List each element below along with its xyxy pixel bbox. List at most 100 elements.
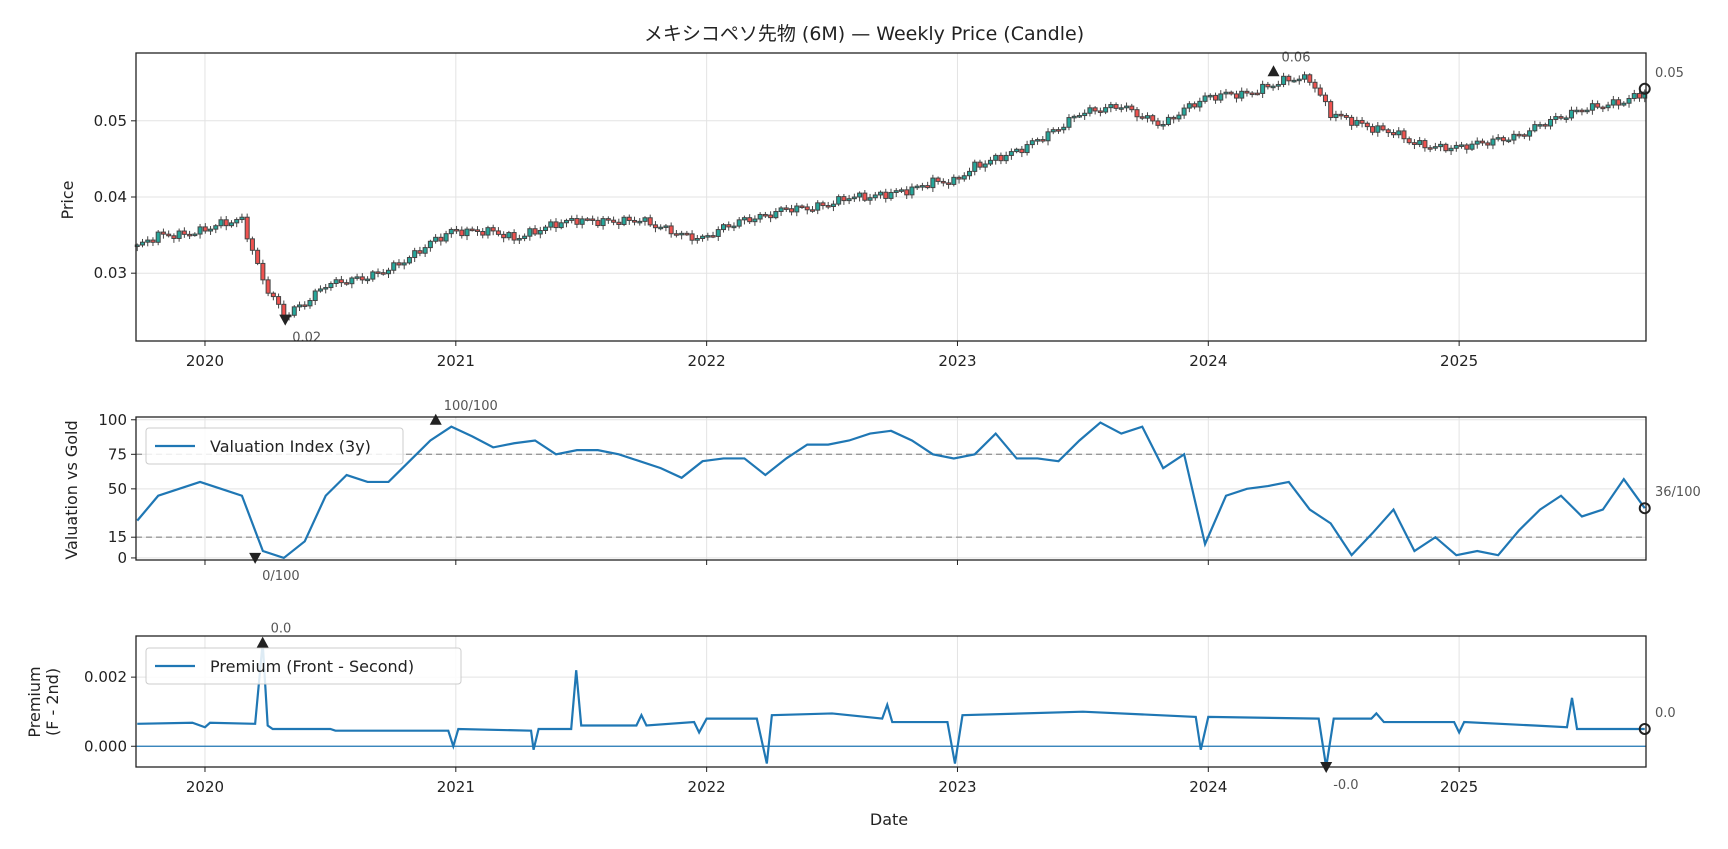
candle-body xyxy=(1076,115,1082,118)
candle-body xyxy=(323,287,329,290)
candle-body xyxy=(270,292,276,298)
x-tick-label: 2023 xyxy=(938,352,976,370)
candle-body xyxy=(1228,91,1234,95)
candle-body xyxy=(548,221,554,228)
candle-body xyxy=(783,207,789,210)
candle-body xyxy=(522,235,528,240)
candle-body xyxy=(307,300,313,307)
candle-body xyxy=(1375,125,1381,133)
candle-body xyxy=(495,230,501,235)
candle-body xyxy=(187,233,193,237)
candle-body xyxy=(1396,130,1402,136)
candle-body xyxy=(228,222,234,227)
candle-body xyxy=(443,233,449,242)
last-value-marker xyxy=(1638,82,1651,95)
candle-body xyxy=(1029,140,1035,146)
candle-body xyxy=(249,238,255,251)
candle-body xyxy=(464,228,470,237)
candle-body xyxy=(809,209,815,212)
candle-body xyxy=(1490,138,1496,146)
candle-body xyxy=(454,228,460,232)
candle-body xyxy=(1422,140,1428,149)
candle-body xyxy=(312,290,318,302)
candle-body xyxy=(433,236,439,242)
candle-body xyxy=(485,227,491,236)
candle-body xyxy=(736,219,742,227)
candle-body xyxy=(668,225,674,235)
candle-body xyxy=(166,233,172,237)
candle-body xyxy=(1035,139,1041,142)
candle-body xyxy=(930,177,936,189)
candle-body xyxy=(705,235,711,238)
last-value-label: 36/100 xyxy=(1655,485,1701,500)
candle-body xyxy=(888,191,894,199)
candle-body xyxy=(1574,109,1580,113)
candle-body xyxy=(1202,95,1208,102)
candle-body xyxy=(731,225,737,229)
candle-body xyxy=(1223,91,1229,95)
candle-body xyxy=(501,233,507,239)
candle-body xyxy=(1233,93,1239,99)
candle-body xyxy=(626,216,632,221)
candle-body xyxy=(1181,107,1187,116)
last-value-marker xyxy=(1638,502,1651,515)
candle-body xyxy=(1050,129,1056,133)
candle-body xyxy=(1186,103,1192,109)
candle-body xyxy=(1521,134,1527,137)
candle-body xyxy=(1568,109,1574,119)
candle-body xyxy=(914,185,920,189)
candle-body xyxy=(1270,85,1276,89)
candle-body xyxy=(605,218,611,221)
candle-body xyxy=(579,218,585,225)
candle-body xyxy=(1024,144,1030,154)
candle-body xyxy=(710,235,716,238)
candle-body xyxy=(1448,147,1454,152)
candle-body xyxy=(778,207,784,213)
candle-body xyxy=(417,250,423,254)
candle-body xyxy=(553,221,559,229)
candle-body xyxy=(1045,131,1051,142)
candle-body xyxy=(244,216,250,240)
candle-body xyxy=(1370,126,1376,133)
candle-body xyxy=(291,306,297,316)
candle-body xyxy=(673,233,679,236)
candle-body xyxy=(338,279,344,284)
candle-body xyxy=(961,175,967,180)
candle-body xyxy=(647,217,653,226)
candle-body xyxy=(543,226,549,231)
candle-body xyxy=(260,262,266,281)
candle-body xyxy=(1506,139,1512,143)
candle-body xyxy=(1165,116,1171,125)
candle-body xyxy=(1317,87,1323,96)
candle-body xyxy=(150,239,156,243)
candle-body xyxy=(1055,129,1061,132)
candle-body xyxy=(396,262,402,266)
candle-body xyxy=(1479,140,1485,144)
candle-body xyxy=(234,219,240,224)
candle-body xyxy=(1254,92,1260,96)
candle-body xyxy=(192,233,198,237)
candle-body xyxy=(1464,144,1470,150)
candle-body xyxy=(391,262,397,271)
candle-body xyxy=(846,198,852,202)
candle-body xyxy=(1495,137,1501,140)
x-tick-label: 2022 xyxy=(688,778,726,796)
candle-body xyxy=(412,250,418,259)
candle-body xyxy=(1322,94,1328,103)
candle-body xyxy=(1610,99,1616,106)
candle-body xyxy=(1354,119,1360,126)
candle-body xyxy=(977,161,983,168)
candle-body xyxy=(1406,138,1412,144)
legend-box xyxy=(145,427,404,465)
candle-body xyxy=(1171,116,1177,120)
candle-body xyxy=(1291,79,1297,83)
candle-body xyxy=(768,214,774,219)
max-marker xyxy=(429,413,442,425)
candle-body xyxy=(1244,90,1250,94)
candle-body xyxy=(1092,107,1098,112)
candle-body xyxy=(689,233,695,241)
candle-body xyxy=(359,276,365,281)
last-value-label: 0.0 xyxy=(1655,706,1676,721)
candle-body xyxy=(354,276,360,279)
candle-body xyxy=(925,185,931,189)
